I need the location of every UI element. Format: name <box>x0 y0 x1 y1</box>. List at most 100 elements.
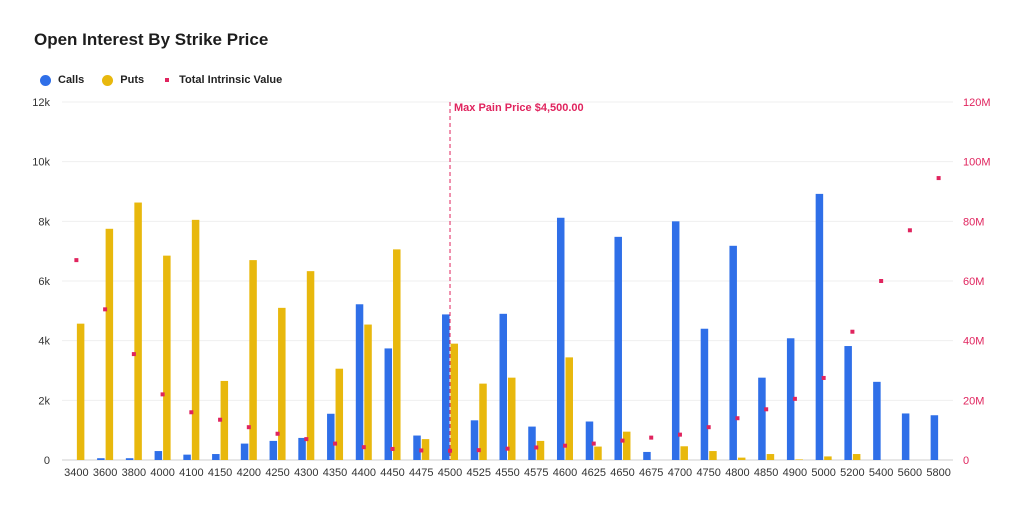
calls-bar <box>97 458 105 460</box>
x-tick-label: 3600 <box>93 467 117 479</box>
calls-bar <box>815 193 824 461</box>
legend-item-calls[interactable]: Calls <box>40 74 84 86</box>
intrinsic-value-point <box>189 410 194 415</box>
puts-bar <box>163 255 171 460</box>
intrinsic-value-point <box>936 176 941 181</box>
x-tick-label: 4500 <box>438 467 462 479</box>
puts-bar <box>709 451 717 460</box>
calls-bar <box>786 338 795 460</box>
puts-bar <box>594 446 602 460</box>
puts-bar <box>105 228 114 460</box>
y-left-tick-label: 4k <box>38 336 50 348</box>
max-pain-label: Max Pain Price $4,500.00 <box>454 102 584 114</box>
intrinsic-value-point <box>476 448 481 453</box>
intrinsic-value-point <box>677 432 682 437</box>
x-tick-label: 4475 <box>409 467 433 479</box>
calls-bar <box>470 420 479 460</box>
y-right-tick-label: 80M <box>963 216 984 228</box>
y-left-tick-label: 2k <box>38 395 50 407</box>
x-tick-label: 4550 <box>495 467 519 479</box>
intrinsic-value-point <box>850 329 855 334</box>
puts-bar <box>565 357 573 460</box>
puts-bar <box>335 368 344 460</box>
intrinsic-value-point <box>735 416 740 421</box>
intrinsic-value-point <box>246 425 251 430</box>
x-tick-label: 4600 <box>553 467 577 479</box>
legend-item-intrinsic[interactable]: Total Intrinsic Value <box>162 74 282 86</box>
intrinsic-value-point <box>419 448 424 453</box>
x-tick-label: 4400 <box>352 467 376 479</box>
intrinsic-value-point <box>304 437 309 442</box>
x-tick-label: 4350 <box>323 467 347 479</box>
x-tick-label: 4150 <box>208 467 232 479</box>
intrinsic-value-point <box>620 438 625 443</box>
x-tick-label: 4100 <box>179 467 203 479</box>
x-tick-label: 5400 <box>869 467 893 479</box>
puts-bar <box>622 431 631 460</box>
puts-bar <box>278 307 286 460</box>
calls-bar <box>212 454 220 460</box>
puts-bar <box>393 249 401 460</box>
intrinsic-value-point <box>591 441 596 446</box>
y-left-tick-label: 12k <box>32 97 50 109</box>
calls-bar <box>499 313 507 460</box>
intrinsic-value-point <box>764 407 769 412</box>
intrinsic-value-point <box>706 425 711 430</box>
x-tick-label: 4250 <box>265 467 289 479</box>
x-tick-label: 4650 <box>610 467 634 479</box>
x-tick-label: 4675 <box>639 467 663 479</box>
intrinsic-value-point <box>131 352 136 357</box>
calls-bar <box>269 440 278 460</box>
intrinsic-value-point <box>534 445 539 450</box>
legend-item-puts[interactable]: Puts <box>102 74 144 86</box>
calls-bar <box>729 245 737 460</box>
legend: Calls Puts Total Intrinsic Value <box>40 74 282 86</box>
x-tick-label: 4450 <box>380 467 404 479</box>
y-left-tick-label: 8k <box>38 216 50 228</box>
puts-bar <box>479 383 487 460</box>
calls-bar <box>901 413 910 460</box>
legend-label-puts: Puts <box>120 74 145 86</box>
puts-bar <box>134 202 142 460</box>
x-tick-label: 4200 <box>237 467 261 479</box>
calls-bar <box>671 221 680 460</box>
puts-bar <box>364 324 372 460</box>
intrinsic-value-point <box>103 307 108 312</box>
y-left-tick-label: 6k <box>38 276 50 288</box>
calls-bar <box>585 421 594 460</box>
x-tick-label: 3800 <box>122 467 146 479</box>
y-right-tick-label: 120M <box>963 97 991 109</box>
chart-title: Open Interest By Strike Price <box>34 30 269 49</box>
calls-bar <box>442 314 450 460</box>
intrinsic-value-point <box>448 448 453 453</box>
intrinsic-value-point <box>160 392 165 397</box>
puts-bar <box>450 343 459 460</box>
calls-bar <box>327 413 335 460</box>
intrinsic-value-point <box>792 396 797 401</box>
puts-bar <box>191 219 200 460</box>
x-tick-label: 4750 <box>696 467 720 479</box>
legend-label-intrinsic: Total Intrinsic Value <box>179 74 283 86</box>
y-right-tick-label: 100M <box>963 157 991 169</box>
calls-bar <box>643 451 651 460</box>
x-tick-label: 5600 <box>898 467 922 479</box>
x-tick-label: 4000 <box>150 467 174 479</box>
intrinsic-value-point <box>649 435 654 440</box>
intrinsic-value-point <box>218 417 223 422</box>
intrinsic-value-point <box>505 446 510 451</box>
puts-bar <box>306 271 315 460</box>
intrinsic-value-point <box>275 431 280 436</box>
x-tick-label: 3400 <box>64 467 88 479</box>
calls-bar <box>384 348 393 460</box>
intrinsic-value-point <box>907 228 912 233</box>
intrinsic-swatch <box>165 78 170 82</box>
calls-bar <box>758 377 766 460</box>
puts-bar <box>766 454 775 460</box>
puts-bar <box>824 456 832 460</box>
x-tick-label: 4575 <box>524 467 548 479</box>
y-right-tick-label: 40M <box>963 336 984 348</box>
x-tick-label: 5200 <box>840 467 864 479</box>
puts-bar <box>680 446 688 460</box>
intrinsic-value-point <box>562 443 567 448</box>
